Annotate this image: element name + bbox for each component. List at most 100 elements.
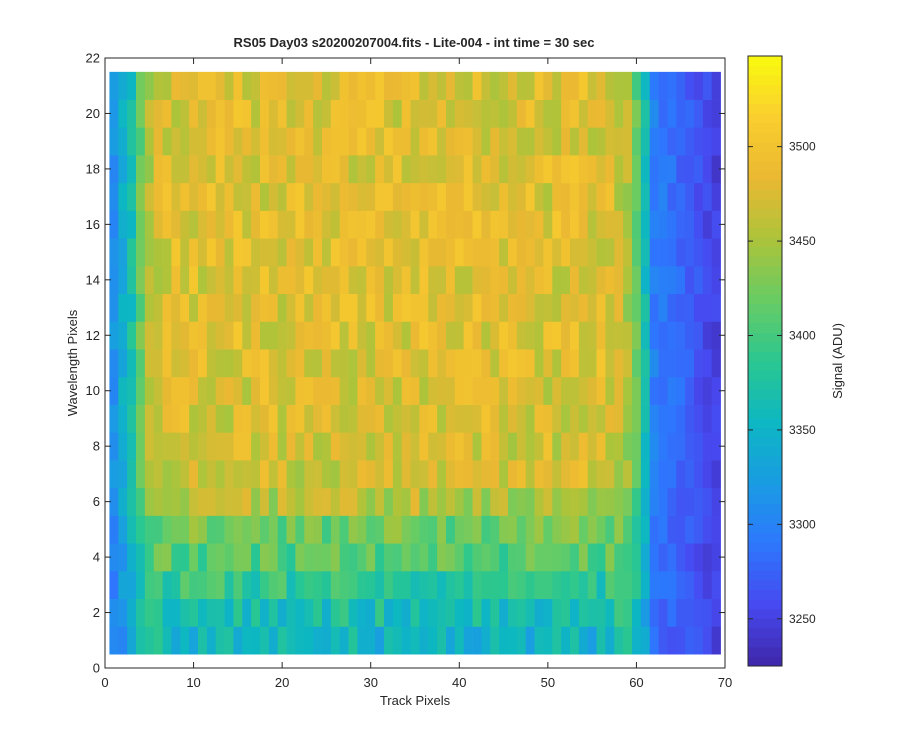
colorbar-swatch	[748, 484, 782, 495]
heatmap-cell	[649, 182, 659, 211]
heatmap-cell	[667, 543, 677, 572]
heatmap-cell	[676, 626, 686, 655]
heatmap-cell	[552, 515, 562, 544]
heatmap-cell	[410, 321, 420, 350]
heatmap-cell	[508, 515, 518, 544]
heatmap-cell	[330, 376, 341, 405]
heatmap-cell	[623, 99, 633, 128]
heatmap-cell	[685, 570, 695, 600]
heatmap-cell	[658, 71, 668, 100]
heatmap-cell	[171, 570, 181, 600]
heatmap-cell	[286, 570, 296, 600]
heatmap-cell	[348, 321, 358, 350]
heatmap-cell	[401, 598, 411, 627]
heatmap-cell	[127, 349, 137, 378]
heatmap-cell	[286, 127, 296, 156]
heatmap-cell	[676, 349, 686, 378]
heatmap-cell	[162, 127, 172, 156]
heatmap-cell	[508, 71, 518, 100]
heatmap-cell	[322, 487, 332, 516]
heatmap-cell	[339, 210, 349, 239]
heatmap-cell	[454, 210, 465, 239]
heatmap-cell	[260, 127, 270, 156]
heatmap-cell	[384, 349, 394, 378]
x-tick-label: 50	[541, 675, 555, 690]
heatmap-cell	[109, 626, 119, 655]
heatmap-cell	[242, 349, 252, 378]
heatmap-cell	[384, 543, 394, 572]
heatmap-cell	[428, 404, 438, 433]
heatmap-cell	[304, 432, 314, 461]
heatmap-cell	[437, 155, 447, 184]
heatmap-cell	[454, 238, 465, 267]
heatmap-cell	[605, 487, 615, 516]
heatmap-cell	[384, 155, 394, 184]
heatmap-cell	[676, 71, 686, 100]
heatmap-cell	[676, 99, 686, 128]
heatmap-cell	[605, 570, 615, 600]
heatmap-cell	[446, 432, 456, 461]
heatmap-cell	[446, 570, 456, 600]
heatmap-cell	[561, 210, 571, 239]
heatmap-cell	[481, 127, 491, 156]
heatmap-cell	[127, 127, 137, 156]
heatmap-cell	[180, 515, 190, 544]
heatmap-cell	[446, 210, 456, 239]
heatmap-cell	[366, 376, 376, 405]
heatmap-cell	[623, 155, 633, 184]
heatmap-cell	[233, 155, 243, 184]
heatmap-cell	[171, 238, 181, 267]
heatmap-cell	[640, 71, 651, 100]
heatmap-cell	[490, 127, 500, 156]
heatmap-cell	[525, 293, 535, 322]
heatmap-cell	[516, 460, 527, 489]
heatmap-cell	[649, 155, 659, 184]
heatmap-cell	[401, 293, 411, 322]
colorbar-swatch	[748, 284, 782, 295]
heatmap-cell	[596, 349, 606, 378]
x-tick-label: 30	[363, 675, 377, 690]
heatmap-cell	[136, 543, 146, 572]
heatmap-cell	[561, 265, 571, 295]
heatmap-cell	[162, 210, 172, 239]
heatmap-cell	[508, 598, 518, 627]
heatmap-cell	[313, 293, 323, 322]
heatmap-cell	[233, 182, 243, 211]
heatmap-cell	[224, 460, 234, 489]
heatmap-cell	[649, 543, 659, 572]
x-tick-label: 60	[629, 675, 643, 690]
heatmap-cell	[313, 432, 323, 461]
heatmap-cell	[552, 570, 562, 600]
heatmap-cell	[552, 432, 562, 461]
heatmap-cell	[667, 321, 677, 350]
heatmap-cell	[596, 127, 606, 156]
heatmap-cell	[118, 182, 128, 211]
heatmap-cell	[614, 598, 624, 627]
heatmap-cell	[268, 626, 279, 655]
heatmap-cell	[286, 432, 296, 461]
heatmap-cell	[198, 210, 208, 239]
heatmap-cell	[446, 182, 456, 211]
heatmap-cell	[534, 404, 544, 433]
x-axis: 0 10 20 30 40 50 60 70	[101, 58, 732, 690]
heatmap-cell	[702, 349, 713, 378]
colorbar-swatch	[748, 503, 782, 514]
heatmap-cell	[242, 238, 252, 267]
heatmap-cell	[694, 404, 704, 433]
heatmap-cell	[694, 349, 704, 378]
heatmap-cell	[215, 71, 225, 100]
heatmap-cell	[313, 404, 323, 433]
heatmap-cell	[676, 210, 686, 239]
heatmap-cell	[260, 99, 270, 128]
heatmap-cell	[437, 404, 447, 433]
heatmap-cell	[561, 432, 571, 461]
heatmap-cell	[392, 515, 403, 544]
heatmap-cell	[224, 626, 234, 655]
heatmap-cell	[322, 460, 332, 489]
heatmap-cell	[127, 210, 137, 239]
heatmap-cell	[587, 99, 597, 128]
heatmap-cell	[348, 265, 358, 295]
heatmap-cell	[658, 432, 668, 461]
heatmap-cell	[366, 570, 376, 600]
heatmap-cell	[198, 293, 208, 322]
